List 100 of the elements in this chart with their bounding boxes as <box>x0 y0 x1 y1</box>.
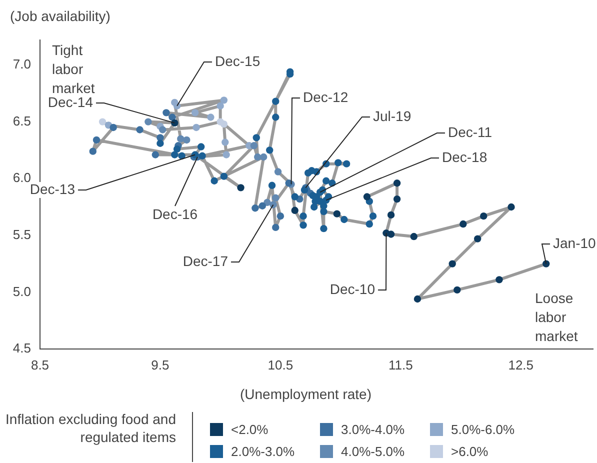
point <box>480 212 488 220</box>
annotation: Dec-15 <box>215 52 260 69</box>
point <box>254 153 262 161</box>
point <box>191 109 199 116</box>
point <box>198 152 206 160</box>
point <box>496 276 503 284</box>
point <box>144 118 152 126</box>
legend-label: 3.0%-4.0% <box>341 422 405 437</box>
y-tick-label: 5.5 <box>12 226 31 242</box>
point <box>291 206 298 214</box>
point <box>276 212 284 220</box>
point <box>159 126 166 134</box>
y-tick-label: 6.0 <box>12 170 31 186</box>
point <box>272 98 280 105</box>
point <box>393 195 401 203</box>
x-axis-title: (Unemployment rate) <box>240 386 372 402</box>
point <box>448 260 456 268</box>
point <box>342 160 350 168</box>
point <box>387 211 395 219</box>
point <box>210 177 218 184</box>
x-tick-label: 8.5 <box>30 357 50 372</box>
y-tick-label: 5.0 <box>12 284 31 299</box>
point <box>220 172 228 180</box>
point <box>333 210 341 218</box>
annotation: Jul-19 <box>373 108 412 124</box>
y-tick-label: 6.5 <box>12 113 31 128</box>
point <box>156 140 164 147</box>
point <box>454 286 461 294</box>
point <box>266 146 274 154</box>
point <box>300 222 307 229</box>
x-tick-label: 10.5 <box>268 357 294 372</box>
annotation: Dec-12 <box>303 88 348 105</box>
point <box>177 135 184 142</box>
point <box>110 124 117 132</box>
point <box>250 142 258 150</box>
annotation: Dec-17 <box>182 252 228 269</box>
legend-label: 5.0%-6.0% <box>451 422 515 437</box>
point <box>320 202 328 210</box>
point <box>268 182 276 190</box>
legend-title: Inflation excluding food and regulated items <box>4 410 176 446</box>
annotation: Dec-16 <box>152 206 198 222</box>
point <box>252 134 260 142</box>
point <box>183 136 190 144</box>
point <box>340 216 348 224</box>
point <box>304 169 312 177</box>
annotation: Dec-11 <box>448 124 492 140</box>
point <box>207 114 214 121</box>
legend-label: 4.0%-5.0% <box>341 444 405 459</box>
x-tick-label: 9.5 <box>151 357 170 372</box>
point <box>393 180 401 187</box>
point <box>136 126 144 134</box>
point <box>171 119 178 127</box>
point <box>508 203 515 211</box>
x-tick-label: 11.5 <box>388 357 413 372</box>
point <box>216 102 224 110</box>
point <box>272 114 280 121</box>
point <box>222 138 229 146</box>
annotation: Dec-10 <box>330 280 376 297</box>
point <box>220 96 228 104</box>
point <box>171 151 178 158</box>
point <box>191 151 199 158</box>
legend-label: >6.0% <box>451 444 488 459</box>
point <box>410 232 418 240</box>
point <box>414 295 422 303</box>
point <box>173 145 181 153</box>
point <box>300 212 307 220</box>
y-axis-title: (Job availability) <box>10 8 110 24</box>
legend-label: <2.0% <box>231 422 268 437</box>
point <box>369 212 377 220</box>
point <box>258 202 266 210</box>
point <box>291 193 298 200</box>
point <box>98 118 106 126</box>
annotation: Jan-10 <box>553 234 596 251</box>
y-tick-label: 4.5 <box>12 340 31 356</box>
point <box>274 168 282 176</box>
point <box>460 220 467 228</box>
point <box>322 177 330 184</box>
x-tick-label: 12.5 <box>508 357 534 372</box>
point <box>89 148 96 155</box>
annotation: Loose labor market <box>535 290 578 344</box>
point <box>300 186 308 194</box>
point <box>168 114 176 121</box>
point <box>542 260 550 268</box>
point <box>222 151 230 158</box>
y-tick-label: 7.0 <box>12 56 31 72</box>
point <box>220 120 228 128</box>
point <box>192 124 200 132</box>
point <box>272 224 280 232</box>
point <box>310 203 318 211</box>
point <box>474 235 482 242</box>
annotation: Dec-14 <box>48 94 94 110</box>
point <box>363 193 371 200</box>
point <box>162 109 170 116</box>
point <box>260 153 268 161</box>
point <box>252 204 259 212</box>
annotation: Dec-18 <box>442 148 488 165</box>
point <box>320 224 328 232</box>
point <box>272 194 280 202</box>
point <box>237 184 244 192</box>
legend-label: 2.0%-3.0% <box>231 444 295 459</box>
